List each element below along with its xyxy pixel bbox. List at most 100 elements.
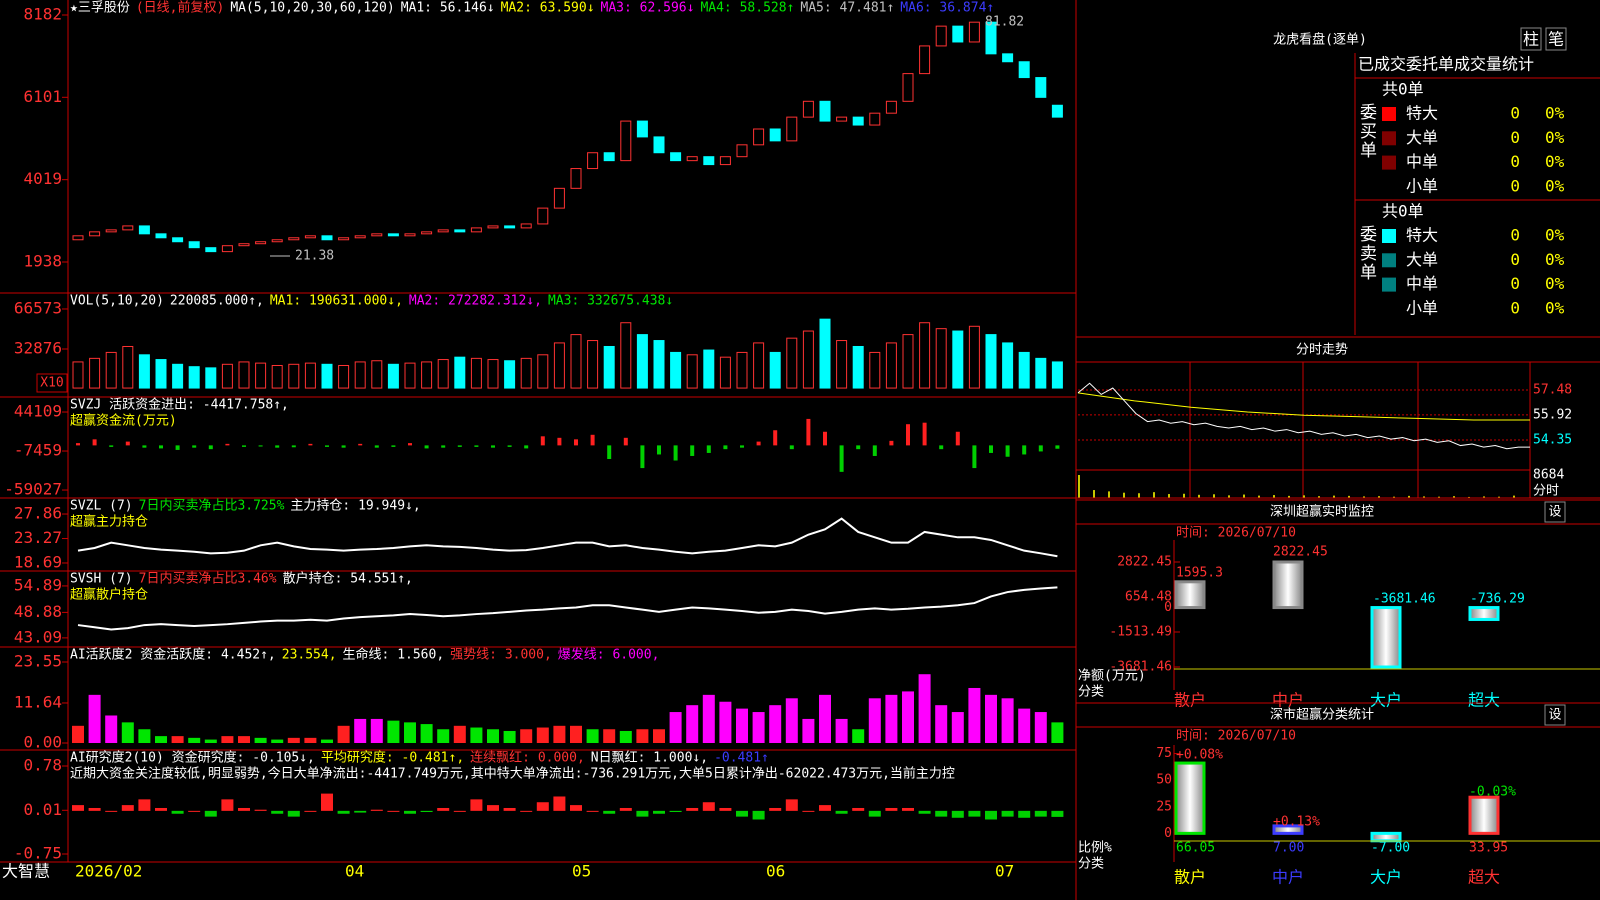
- intraday-volume: [1213, 494, 1215, 498]
- intraday-volume: [1198, 494, 1200, 498]
- research-bar: [1051, 810, 1064, 817]
- y-tick-label: 23.27: [14, 528, 62, 547]
- svzj-bar: [275, 445, 280, 448]
- active-bar: [636, 729, 649, 744]
- svzj-bar: [806, 418, 811, 446]
- research-bar: [868, 810, 881, 817]
- active-bar: [885, 694, 898, 744]
- intraday-volume: [1123, 492, 1125, 498]
- row-value: 0: [1510, 274, 1520, 293]
- button[interactable]: [1520, 27, 1542, 51]
- value-label: 1595.3: [1176, 566, 1223, 581]
- active-bar: [520, 729, 533, 744]
- active-bar: [72, 725, 84, 744]
- indicator-subtitle: 近期大资金关注度较低,明显弱势,今日大单净流出:-4417.749万元,其中特大…: [70, 766, 955, 782]
- annotation: 21.38: [295, 249, 334, 264]
- indicator-header: 生命线: 1.560,: [343, 647, 445, 663]
- candle: [371, 233, 383, 237]
- candle: [902, 73, 914, 102]
- volume-bar: [670, 351, 682, 389]
- button[interactable]: [1544, 501, 1566, 523]
- volume-bar: [105, 351, 117, 389]
- research-bar: [121, 805, 134, 811]
- active-bar: [503, 730, 516, 744]
- volume-bar: [304, 362, 316, 389]
- research-bar: [669, 810, 682, 813]
- research-bar: [636, 810, 649, 817]
- row-value: 0: [1510, 104, 1520, 123]
- candle: [470, 227, 482, 233]
- research-bar: [918, 810, 931, 814]
- research-bar: [437, 807, 450, 811]
- active-bar: [619, 730, 632, 744]
- candle: [968, 21, 980, 43]
- candle: [769, 128, 781, 142]
- button[interactable]: [1545, 27, 1567, 51]
- color-key: [1382, 277, 1396, 292]
- y-tick-label: 11.64: [14, 692, 62, 711]
- active-bar: [719, 701, 732, 744]
- active-bar: [1018, 708, 1031, 744]
- indicator-header: VOL(5,10,20): [70, 294, 164, 309]
- candle: [736, 144, 748, 158]
- intraday-volume: [1153, 492, 1155, 498]
- svzj-bar: [955, 431, 960, 446]
- research-bar: [387, 810, 400, 812]
- volume-bar: [885, 342, 897, 389]
- volume-bar: [504, 360, 516, 389]
- avg-line: [1077, 392, 1530, 421]
- row-pct: 0%: [1545, 250, 1565, 269]
- intraday-volume: [1318, 496, 1320, 498]
- active-bar: [802, 718, 815, 744]
- indicator-header: MA4: 58.528↑: [700, 1, 794, 16]
- active-bar: [437, 729, 450, 744]
- button-label: 笔: [1548, 30, 1564, 49]
- axis-title: 净额(万元): [1078, 669, 1146, 684]
- active-bar: [188, 737, 201, 744]
- svzj-bar: [1038, 445, 1043, 452]
- indicator-header: SVSH (7): [70, 572, 133, 587]
- indicator-header: 主力持仓: 19.949↓,: [290, 499, 420, 514]
- research-bar: [951, 810, 964, 818]
- research-bar: [1034, 810, 1047, 817]
- research-bar: [1001, 810, 1014, 817]
- row-pct: 0%: [1545, 104, 1565, 123]
- volume-bar: [72, 361, 84, 389]
- research-bar: [420, 810, 433, 813]
- svzj-bar: [839, 445, 844, 472]
- svzj-bar: [341, 445, 346, 448]
- indicator-header: AI研究度2(10) 资金研究度: -0.105↓,: [70, 750, 315, 766]
- row-pct: 0%: [1545, 176, 1565, 195]
- research-bar: [752, 810, 765, 820]
- research-bar: [902, 807, 914, 811]
- svzj-bar: [723, 445, 728, 450]
- active-bar: [669, 712, 682, 744]
- volume-bar: [321, 363, 333, 389]
- research-bar: [719, 807, 732, 811]
- svzj-bar: [175, 445, 180, 450]
- svzj-bar: [557, 437, 562, 446]
- y-tick-label: -3681.46: [1109, 660, 1172, 675]
- y-tick-label: 18.69: [14, 552, 62, 571]
- y-tick-label: 48.88: [14, 602, 62, 621]
- button[interactable]: [1544, 704, 1566, 726]
- research-bar: [503, 807, 516, 811]
- value-label: -736.29: [1470, 592, 1525, 607]
- candle: [753, 128, 765, 146]
- research-bar: [221, 799, 234, 811]
- y-tick-label: -7459: [14, 441, 62, 460]
- indicator-header: 散户持仓: 54.551↑,: [283, 571, 413, 587]
- active-bar: [868, 698, 881, 744]
- svzj-bar: [690, 445, 695, 456]
- active-bar: [1051, 722, 1064, 744]
- candle: [1002, 53, 1014, 63]
- candle: [354, 235, 366, 239]
- row-name: 中单: [1406, 274, 1438, 293]
- active-bar: [769, 705, 782, 744]
- active-bar: [785, 698, 798, 744]
- research-bar: [935, 810, 948, 817]
- row-name: 特大: [1406, 226, 1438, 245]
- active-bar: [171, 736, 184, 744]
- volume-bar: [753, 342, 765, 389]
- color-key: [1382, 107, 1396, 121]
